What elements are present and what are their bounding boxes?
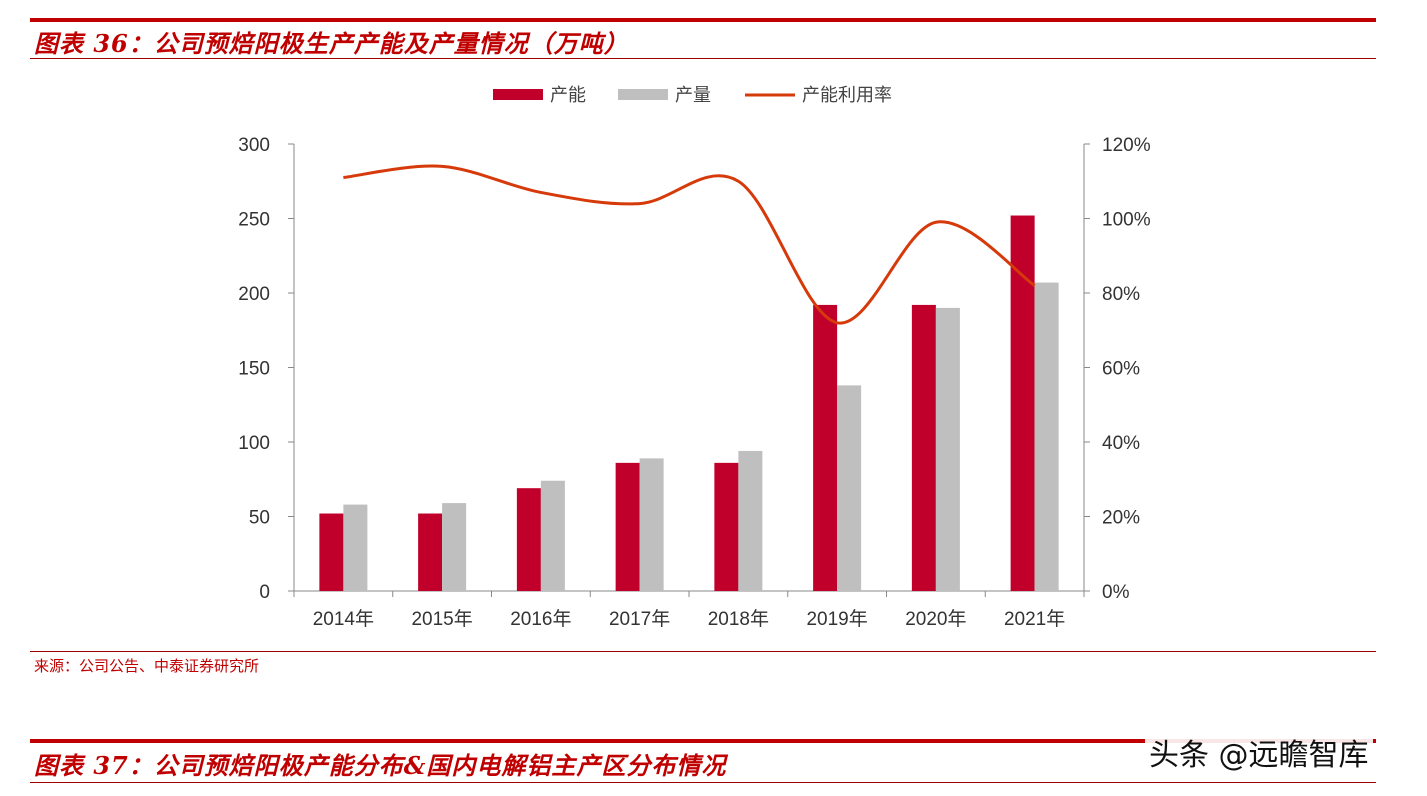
left-tick-label: 100 [238, 433, 270, 454]
left-tick-label: 250 [238, 210, 270, 231]
left-tick-label: 50 [249, 508, 270, 529]
left-tick-label: 0 [259, 582, 270, 603]
source-note: 来源：公司公告、中泰证券研究所 [34, 657, 260, 675]
legend-label: 产量 [675, 85, 711, 106]
x-tick-label: 2021年 [1004, 608, 1065, 630]
bar-产能 [714, 462, 739, 591]
legend-swatch [493, 89, 543, 100]
right-tick-label: 0% [1102, 582, 1130, 603]
bar-产能 [319, 513, 344, 591]
right-tick-label: 120% [1102, 135, 1151, 156]
legend-label: 产能 [550, 85, 586, 106]
bar-产能 [1010, 215, 1035, 591]
title-rule-bottom [30, 58, 1376, 59]
bar-产能 [516, 488, 541, 591]
x-tick-label: 2019年 [806, 608, 867, 630]
watermark: 头条 @远瞻智库 [1145, 730, 1373, 774]
right-tick-label: 80% [1102, 284, 1140, 305]
left-tick-label: 200 [238, 284, 270, 305]
right-tick-label: 60% [1102, 359, 1140, 380]
title-rule-top [30, 18, 1376, 22]
bar-产能 [418, 513, 443, 591]
bar-产量 [1034, 282, 1059, 591]
left-tick-label: 300 [238, 135, 270, 156]
x-tick-label: 2017年 [609, 608, 670, 630]
bar-产量 [837, 385, 862, 591]
x-tick-label: 2020年 [905, 608, 966, 630]
bar-产能 [615, 462, 640, 591]
next-title-rule-bottom [30, 782, 1376, 783]
source-rule [30, 651, 1376, 652]
x-tick-label: 2016年 [510, 608, 571, 630]
bar-产量 [442, 503, 467, 591]
line-产能利用率 [343, 164, 1036, 325]
bar-产量 [540, 480, 565, 591]
right-tick-label: 20% [1102, 508, 1140, 529]
bar-产量 [738, 450, 763, 591]
bar-产量 [935, 307, 960, 591]
legend-swatch [618, 89, 668, 100]
right-tick-label: 100% [1102, 210, 1151, 231]
bar-产量 [639, 458, 664, 591]
chart-title: 图表 36：公司预焙阳极生产产能及产量情况（万吨） [34, 29, 629, 58]
x-tick-label: 2014年 [313, 608, 374, 630]
legend-label: 产能利用率 [802, 85, 892, 106]
bar-产量 [343, 504, 368, 591]
bar-产能 [813, 304, 838, 591]
next-chart-title: 图表 37：公司预焙阳极产能分布&国内电解铝主产区分布情况 [34, 751, 727, 780]
next-title-rule-top [30, 739, 1376, 743]
x-tick-label: 2015年 [411, 608, 472, 630]
right-tick-label: 40% [1102, 433, 1140, 454]
bar-产能 [911, 304, 936, 591]
left-tick-label: 150 [238, 359, 270, 380]
x-tick-label: 2018年 [708, 608, 769, 630]
